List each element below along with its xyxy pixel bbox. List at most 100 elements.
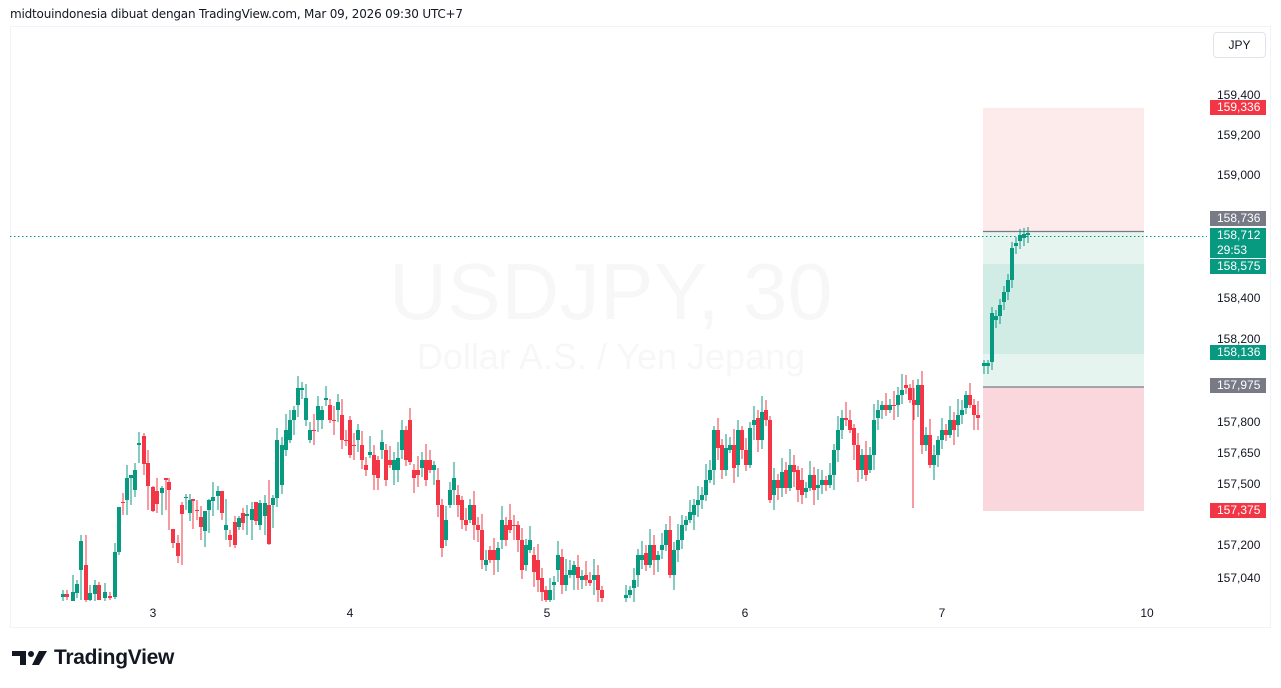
currency-selector[interactable]: JPY (1213, 32, 1266, 58)
candle-body (990, 313, 994, 362)
candle-body (796, 470, 800, 490)
candle-body (528, 540, 532, 550)
candle-body (504, 525, 508, 540)
candle-body (994, 316, 998, 320)
candle-body (768, 420, 772, 500)
candle-body (254, 502, 258, 521)
candle-body (932, 455, 936, 465)
candle-body (668, 530, 672, 575)
candle-body (900, 390, 904, 395)
candle-body (1006, 280, 1010, 292)
candle-body (832, 450, 836, 475)
candle-body (352, 445, 356, 446)
candle-body (868, 455, 872, 470)
price-axis[interactable] (1207, 27, 1271, 627)
candle-body (1014, 243, 1018, 246)
candle-body (1010, 248, 1014, 280)
candle-body (380, 442, 384, 450)
candle-body (336, 402, 340, 410)
candle-body (61, 594, 65, 597)
candle-body (876, 410, 880, 418)
candle-body (1018, 235, 1022, 241)
candle-body (520, 540, 524, 570)
candle-body (672, 550, 676, 575)
candle-body (97, 585, 101, 600)
candle-body (940, 430, 944, 440)
entry-bottom-badge: 157,975 (1210, 378, 1266, 393)
candle-body (596, 575, 600, 590)
candle-body (724, 448, 728, 470)
candle-body (836, 430, 840, 450)
candle-body (263, 503, 267, 516)
candle-body (912, 400, 916, 405)
candle-body (125, 478, 129, 500)
candle-body (880, 405, 884, 410)
candle-body (692, 505, 696, 515)
candle-body (356, 430, 360, 440)
candle-body (800, 480, 804, 495)
candle-body (512, 525, 516, 526)
time-tick-label: 4 (346, 606, 354, 620)
candle-body (300, 388, 304, 390)
stop-loss-zone-lower (983, 387, 1144, 511)
candle-body (632, 580, 636, 588)
candle-body (492, 550, 496, 560)
candle-body (324, 398, 328, 400)
candle-body (964, 395, 968, 408)
candle-body (117, 507, 121, 552)
candle-body (976, 415, 980, 418)
candle-body (500, 520, 504, 540)
price-tick-label: 157,500 (1217, 477, 1261, 491)
candle-body (121, 502, 125, 503)
candle-body (584, 575, 588, 580)
candle-body (288, 420, 292, 440)
candle-body (720, 445, 724, 470)
candle-body (736, 430, 740, 465)
time-axis[interactable] (10, 602, 1207, 627)
candle-body (712, 430, 716, 470)
candle-body (828, 475, 832, 485)
candle-body (840, 418, 844, 430)
candle-body (384, 450, 388, 480)
candle-body (580, 576, 584, 580)
candle-body (636, 555, 640, 575)
candle-body (424, 460, 428, 480)
price-tick-label: 158,400 (1217, 291, 1261, 305)
candle-body (93, 585, 97, 594)
candle-body (652, 545, 656, 560)
candle-body (103, 592, 107, 598)
candle-body (548, 590, 552, 600)
candle-body (700, 495, 704, 500)
candle-body (71, 592, 75, 601)
candle-body (142, 436, 146, 464)
candle-body (484, 560, 488, 565)
candle-body (220, 491, 224, 513)
chart-plot-area[interactable] (10, 27, 1207, 602)
tradingview-logo[interactable]: TradingView (12, 646, 174, 670)
candle-body (924, 435, 928, 445)
candle-body (348, 420, 352, 455)
candle-body (228, 535, 232, 540)
candle-body (432, 465, 436, 470)
candle-body (928, 435, 932, 465)
candle-body (560, 557, 564, 585)
candle-body (572, 565, 576, 575)
candle-body (864, 455, 868, 475)
candle-body (696, 500, 700, 505)
candle-body (952, 420, 956, 430)
candle-body (676, 540, 680, 550)
candle-body (216, 491, 220, 496)
candle-body (986, 363, 990, 366)
last-price-badge: 158,712 (1210, 228, 1266, 243)
candle-body (241, 513, 245, 523)
candle-body (203, 511, 207, 531)
candle-body (648, 545, 652, 565)
candle-body (280, 445, 284, 485)
candle-body (1022, 234, 1026, 238)
candle-body (536, 560, 540, 580)
candle-body (167, 482, 171, 490)
candle-body (464, 520, 468, 525)
candle-body (292, 410, 296, 420)
candle-body (436, 480, 440, 505)
candle-body (84, 565, 88, 600)
